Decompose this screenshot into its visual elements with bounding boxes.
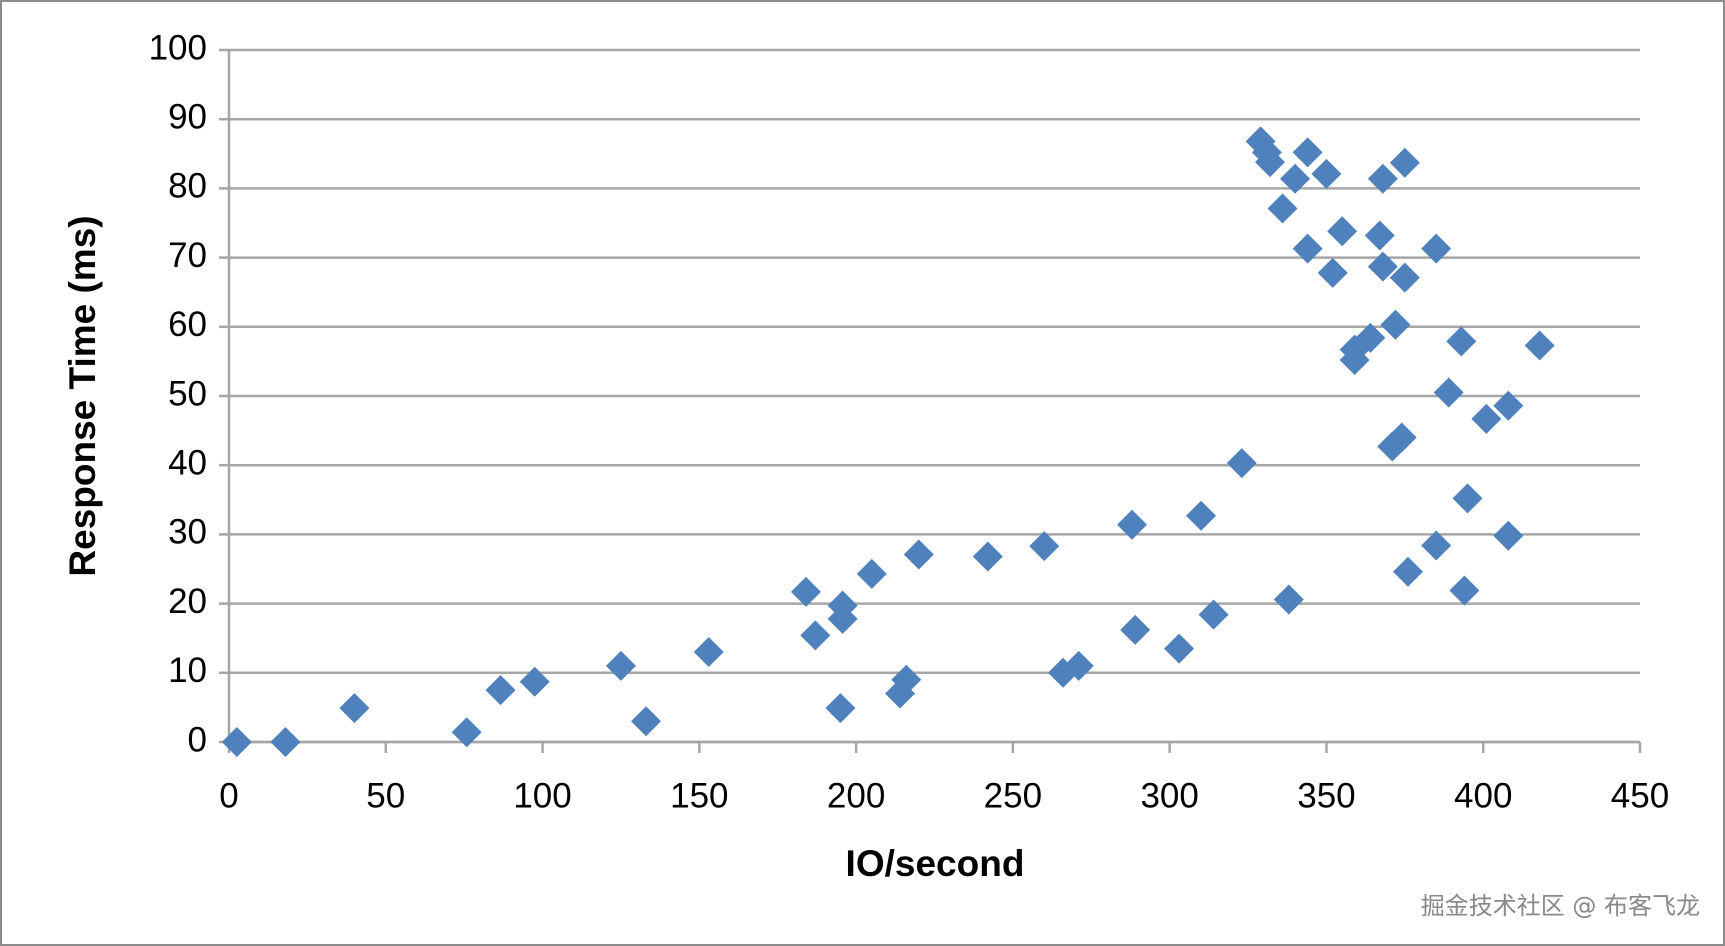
y-tick-label: 10 [168, 651, 207, 690]
point [1493, 520, 1524, 551]
y-tick-label: 20 [168, 582, 207, 621]
x-tick-label: 150 [670, 776, 728, 815]
point [451, 717, 482, 748]
point [825, 693, 856, 724]
point [693, 637, 724, 668]
point [1452, 483, 1483, 514]
point [1280, 163, 1311, 194]
point [790, 576, 821, 607]
point [605, 650, 636, 681]
y-tick-label: 100 [149, 28, 207, 67]
point [1380, 309, 1411, 340]
x-tick-label: 450 [1611, 776, 1669, 815]
point [891, 664, 922, 695]
point [1421, 233, 1452, 264]
point [1355, 322, 1386, 353]
point [519, 666, 550, 697]
point [800, 620, 831, 651]
point [1433, 377, 1464, 408]
x-tick-label: 200 [827, 776, 885, 815]
point [1267, 193, 1298, 224]
point [1446, 326, 1477, 357]
point [485, 675, 516, 706]
x-tick-label: 250 [984, 776, 1042, 815]
y-tick-label: 40 [168, 443, 207, 482]
point [1389, 147, 1420, 178]
point [1389, 262, 1420, 293]
point [1317, 257, 1348, 288]
y-tick-label: 30 [168, 513, 207, 552]
point [270, 727, 301, 757]
point [1198, 599, 1229, 630]
x-tick-label: 350 [1297, 776, 1355, 815]
y-tick-label: 80 [168, 167, 207, 206]
point [1386, 422, 1417, 453]
point [1471, 403, 1502, 434]
point [1063, 650, 1094, 681]
point [1164, 633, 1195, 664]
point [221, 727, 252, 757]
point [827, 603, 858, 634]
point [1392, 556, 1423, 587]
point [1493, 390, 1524, 421]
x-tick-label: 100 [513, 776, 571, 815]
point [1367, 163, 1398, 194]
point [903, 539, 934, 570]
x-tick-label: 400 [1454, 776, 1512, 815]
point [1367, 251, 1398, 282]
point [1449, 575, 1480, 606]
point [1292, 137, 1323, 168]
point [631, 706, 662, 737]
x-tick-label: 50 [366, 776, 405, 815]
x-tick-label: 0 [219, 776, 238, 815]
y-tick-label: 60 [168, 305, 207, 344]
point [339, 693, 370, 724]
point [1327, 216, 1358, 247]
point [1255, 147, 1286, 178]
point [1524, 330, 1555, 361]
y-tick-label: 90 [168, 97, 207, 136]
point [1186, 500, 1217, 531]
watermark: 掘金技术社区 @ 布客飞龙 [1421, 892, 1700, 920]
y-tick-label: 70 [168, 236, 207, 275]
point [1311, 158, 1342, 189]
point [1292, 233, 1323, 264]
point [1117, 509, 1148, 540]
point [856, 558, 887, 589]
point [1029, 531, 1060, 562]
y-axis-title: Response Time (ms) [62, 215, 103, 576]
point [1120, 614, 1151, 645]
point [1421, 530, 1452, 561]
point [1364, 220, 1395, 251]
point [1226, 448, 1257, 479]
point [1273, 584, 1304, 615]
x-axis-title: IO/second [846, 843, 1025, 884]
point [972, 541, 1003, 572]
y-tick-label: 50 [168, 374, 207, 413]
x-tick-label: 300 [1140, 776, 1198, 815]
y-tick-label: 0 [188, 720, 207, 759]
point [1339, 345, 1370, 376]
